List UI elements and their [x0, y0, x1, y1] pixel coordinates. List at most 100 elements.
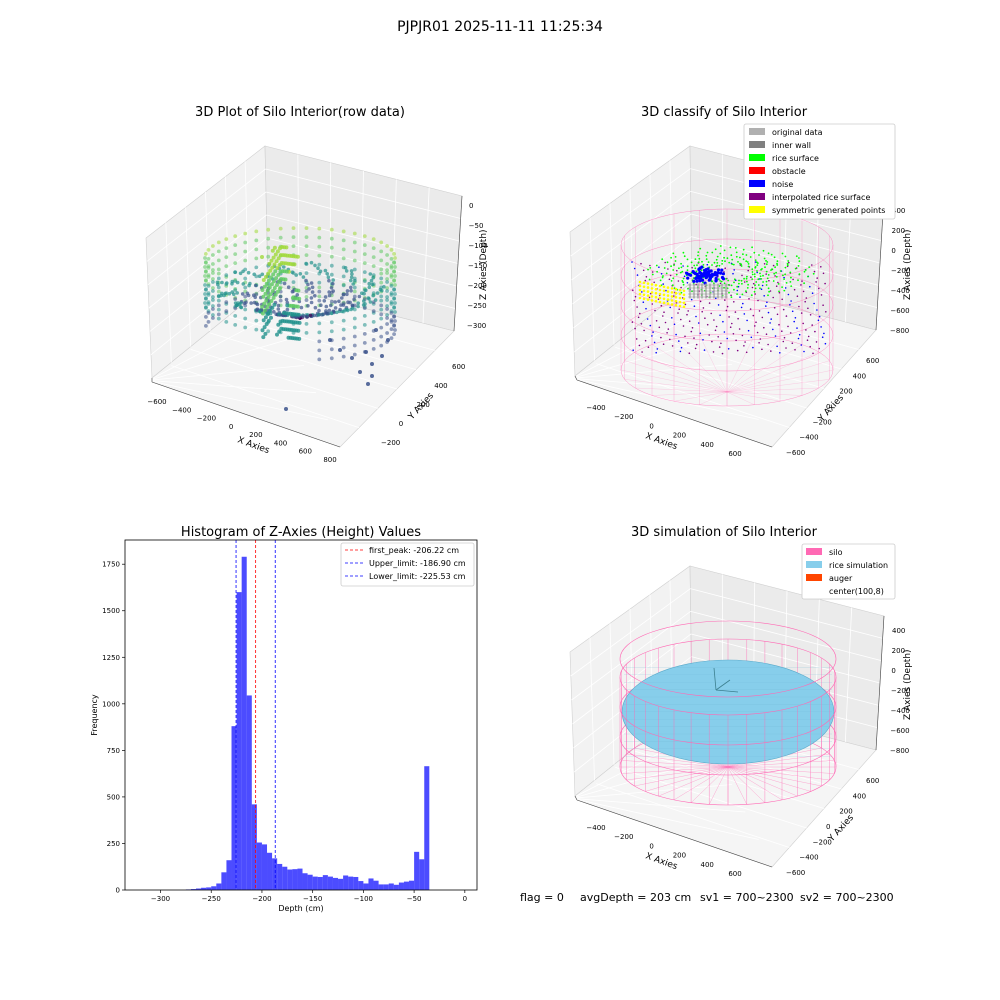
- data-point: [360, 291, 364, 296]
- noise-point: [774, 275, 776, 277]
- data-point: [267, 285, 272, 290]
- noise-point: [803, 350, 805, 353]
- data-point: [272, 262, 277, 267]
- data-point: [341, 336, 346, 341]
- rice-surface-point: [789, 271, 792, 274]
- rice-surface-point: [683, 255, 686, 258]
- noise-point: [687, 342, 689, 344]
- noise-point: [665, 289, 667, 292]
- data-point: [269, 315, 273, 320]
- noise-point: [807, 335, 810, 338]
- noise-point: [641, 351, 643, 353]
- rice-surface-point: [672, 277, 675, 280]
- data-point: [319, 303, 323, 308]
- histogram-bar: [226, 860, 232, 890]
- data-point: [316, 266, 320, 271]
- panel4-z-tick: 200: [892, 647, 905, 655]
- data-point: [276, 272, 281, 277]
- rice-surface-point: [705, 258, 708, 260]
- histogram-bar: [272, 858, 278, 890]
- data-point: [206, 320, 211, 324]
- panel2-z-tick: 400: [892, 207, 905, 215]
- data-point: [271, 272, 276, 277]
- noise-point: [763, 263, 766, 265]
- noise-point: [812, 352, 814, 355]
- rice-surface-point: [697, 251, 700, 254]
- data-point: [389, 293, 394, 297]
- rice-surface-point: [740, 279, 743, 282]
- histogram-bar: [236, 592, 242, 890]
- noise-point: [805, 297, 808, 299]
- data-point: [326, 311, 331, 316]
- legend-frame: [801, 543, 896, 600]
- rice-surface-point: [760, 278, 763, 280]
- data-point: [262, 284, 267, 289]
- noise-point: [701, 278, 705, 282]
- panel4-zlabel: Z Axies (Depth): [903, 649, 913, 720]
- panel2-x-tick: 600: [728, 450, 741, 458]
- wireframe-spoke: [658, 766, 729, 797]
- wireframe-spoke: [624, 360, 728, 393]
- panel1-z-tick: −300: [467, 322, 486, 330]
- noise-point: [706, 323, 709, 326]
- rice-surface-point: [749, 256, 752, 258]
- data-point: [204, 270, 208, 274]
- data-point: [304, 278, 308, 283]
- rice-surface-point: [718, 264, 721, 267]
- legend-swatch: [749, 180, 765, 187]
- outlier-point: [358, 370, 362, 374]
- rice-surface-point: [719, 245, 722, 247]
- noise-point: [636, 306, 638, 308]
- noise-point: [711, 340, 713, 343]
- noise-point: [759, 278, 761, 280]
- rice-surface-point: [730, 284, 733, 287]
- data-point: [216, 307, 221, 312]
- figure-suptitle: PJPJR01 2025-11-11 11:25:34: [397, 19, 603, 35]
- noise-point: [809, 314, 812, 316]
- noise-point: [654, 309, 656, 312]
- rice-surface-point: [719, 280, 721, 282]
- data-point: [240, 292, 245, 296]
- rice-surface-point: [746, 287, 749, 289]
- data-point: [276, 322, 281, 327]
- rice-surface-point: [750, 294, 753, 297]
- histogram-bar: [277, 863, 283, 890]
- data-point: [206, 266, 211, 270]
- histogram-bar: [201, 887, 207, 890]
- noise-point: [761, 284, 764, 287]
- data-point: [362, 261, 367, 265]
- noise-point: [741, 334, 744, 337]
- rice-surface-point: [674, 260, 677, 262]
- noise-point: [690, 298, 693, 301]
- symmetric-point: [682, 297, 686, 301]
- noise-point: [770, 350, 772, 352]
- data-point: [278, 253, 283, 258]
- panel2-z-ticks: 400 200 0 −200 −400 −600 −800: [890, 207, 910, 335]
- legend-label: center(100,8): [829, 587, 884, 596]
- data-point: [385, 307, 389, 311]
- rice-surface-point: [753, 251, 756, 254]
- rice-surface-point: [686, 265, 689, 268]
- data-point: [371, 275, 376, 280]
- axis-line: [576, 379, 773, 448]
- data-point: [227, 291, 232, 296]
- rice-surface-point: [778, 290, 780, 293]
- data-point: [301, 275, 306, 279]
- rice-surface-point: [751, 273, 754, 276]
- data-point: [333, 306, 338, 310]
- data-point: [331, 289, 336, 293]
- rice-surface-point: [781, 286, 783, 288]
- panel2-x-tick: −200: [614, 413, 633, 421]
- data-point: [385, 280, 389, 284]
- data-point: [337, 299, 341, 304]
- panel4-y-tick: 200: [839, 808, 852, 816]
- rice-surface-point: [716, 255, 719, 258]
- panel1-z-tick: −150: [468, 262, 487, 270]
- data-point: [379, 334, 384, 339]
- noise-point: [634, 295, 637, 298]
- noise-point: [790, 300, 792, 302]
- grid-line: [576, 798, 759, 840]
- rice-surface-point: [747, 263, 750, 265]
- data-point: [389, 327, 394, 331]
- data-point: [393, 328, 397, 332]
